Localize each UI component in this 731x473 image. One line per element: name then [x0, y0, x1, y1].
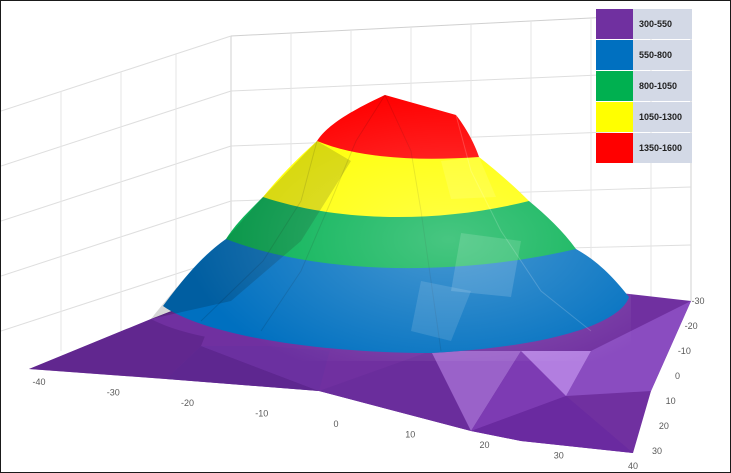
x-axis: -40 -30 -20 -10 0 10 20 30 40: [32, 377, 638, 471]
legend-swatch: [596, 133, 633, 163]
legend-swatch: [596, 9, 633, 39]
x-tick-label: -10: [255, 409, 268, 419]
x-tick-label: -30: [107, 388, 120, 398]
legend: 300-550 550-800 800-1050 1050-1300 1350-1600: [596, 9, 692, 164]
legend-item: 1050-1300: [596, 102, 692, 132]
x-tick-label: 20: [479, 440, 489, 450]
legend-label: 1050-1300: [633, 102, 692, 132]
y-tick-label: 20: [659, 421, 669, 431]
y-tick-label: 0: [675, 371, 680, 381]
legend-swatch: [596, 40, 633, 70]
surface-mound: [151, 91, 631, 361]
legend-swatch: [596, 102, 633, 132]
y-tick-label: -10: [678, 346, 691, 356]
x-tick-label: 0: [333, 419, 338, 429]
legend-item: 800-1050: [596, 71, 692, 101]
legend-label: 800-1050: [633, 71, 692, 101]
y-tick-label: 30: [652, 446, 662, 456]
x-tick-label: -40: [32, 377, 45, 387]
x-tick-label: 40: [628, 461, 638, 471]
y-tick-label: 10: [666, 396, 676, 406]
x-tick-label: 30: [554, 451, 564, 461]
legend-swatch: [596, 71, 633, 101]
legend-item: 550-800: [596, 40, 692, 70]
legend-label: 550-800: [633, 40, 692, 70]
legend-label: 300-550: [633, 9, 692, 39]
y-axis: -30 -20 -10 0 10 20 30: [652, 296, 705, 456]
legend-item: 300-550: [596, 9, 692, 39]
legend-label: 1350-1600: [633, 133, 692, 163]
y-tick-label: -30: [691, 296, 704, 306]
legend-item: 1350-1600: [596, 133, 692, 163]
x-tick-label: -20: [181, 398, 194, 408]
y-tick-label: -20: [685, 321, 698, 331]
x-tick-label: 10: [405, 430, 415, 440]
